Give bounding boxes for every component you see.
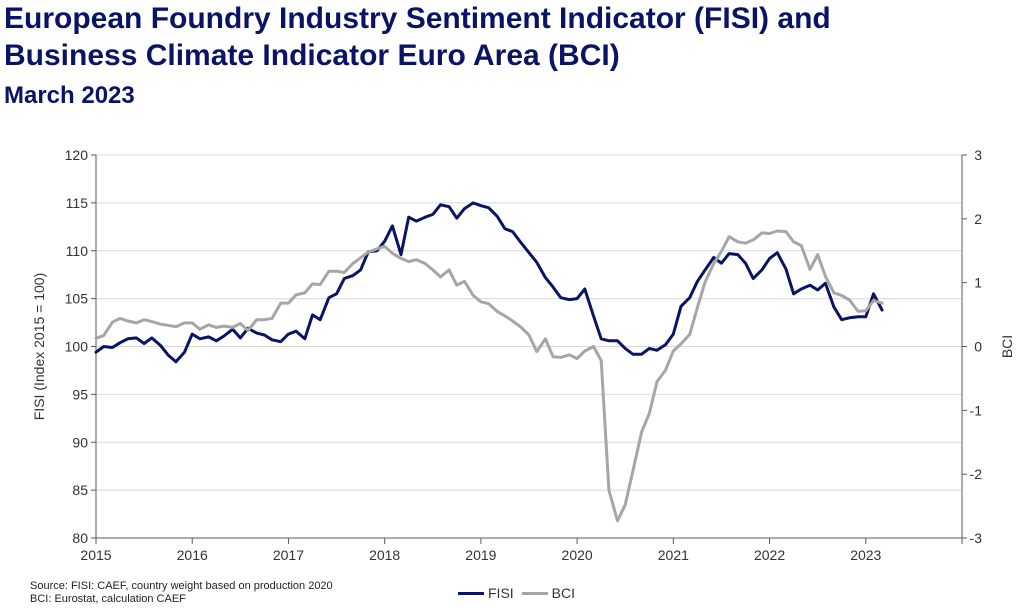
series-line-bci bbox=[94, 229, 884, 523]
y2-tick-label: 3 bbox=[974, 147, 982, 163]
x-tick-label: 2019 bbox=[465, 547, 496, 563]
y2-tick-label: 1 bbox=[974, 275, 982, 291]
y-tick-label: 120 bbox=[65, 147, 89, 163]
y-tick-label: 95 bbox=[72, 386, 88, 402]
legend-swatch-bci bbox=[521, 591, 548, 595]
x-tick-label: 2023 bbox=[850, 547, 881, 563]
series-line-fisi bbox=[94, 201, 884, 364]
x-tick-label: 2015 bbox=[80, 547, 111, 563]
y-tick-label: 115 bbox=[66, 195, 89, 211]
legend-label-fisi: FISI bbox=[488, 585, 514, 601]
chart-title: European Foundry Industry Sentiment Indi… bbox=[4, 0, 831, 74]
x-tick-label: 2020 bbox=[562, 547, 593, 563]
y-tick-label: 90 bbox=[72, 434, 88, 450]
x-tick-label: 2022 bbox=[754, 547, 785, 563]
source-note-line-1: Source: FISI: CAEF, country weight based… bbox=[30, 580, 333, 592]
y-axis-label: FISI (Index 2015 = 100) bbox=[31, 273, 47, 420]
y2-tick-label: 0 bbox=[974, 339, 982, 355]
source-note-line-2: BCI: Eurostat, calculation CAEF bbox=[30, 593, 186, 605]
title-line-1: European Foundry Industry Sentiment Indi… bbox=[4, 2, 831, 35]
legend-item-fisi: FISI bbox=[458, 585, 514, 601]
chart-subtitle: March 2023 bbox=[4, 82, 135, 109]
x-tick-label: 2017 bbox=[273, 547, 304, 563]
y-tick-label: 105 bbox=[65, 291, 89, 307]
y-tick-label: 85 bbox=[72, 482, 88, 498]
x-tick-label: 2016 bbox=[177, 547, 208, 563]
title-line-2: Business Climate Indicator Euro Area (BC… bbox=[4, 39, 620, 72]
y-tick-label: 100 bbox=[65, 339, 89, 355]
legend-swatch-fisi bbox=[458, 591, 484, 595]
y-tick-label: 80 bbox=[72, 530, 88, 546]
y2-tick-label: -3 bbox=[970, 530, 983, 546]
y2-axis-label: BCI bbox=[999, 335, 1015, 358]
x-tick-label: 2021 bbox=[658, 547, 689, 563]
x-tick-label: 2018 bbox=[369, 547, 400, 563]
y2-tick-label: -2 bbox=[970, 466, 983, 482]
y-tick-label: 110 bbox=[66, 243, 89, 259]
chart-legend: FISI BCI bbox=[458, 584, 583, 602]
legend-label-bci: BCI bbox=[551, 585, 576, 601]
legend-item-bci: BCI bbox=[521, 585, 576, 601]
y2-tick-label: -1 bbox=[970, 402, 983, 418]
y2-tick-label: 2 bbox=[974, 211, 982, 227]
